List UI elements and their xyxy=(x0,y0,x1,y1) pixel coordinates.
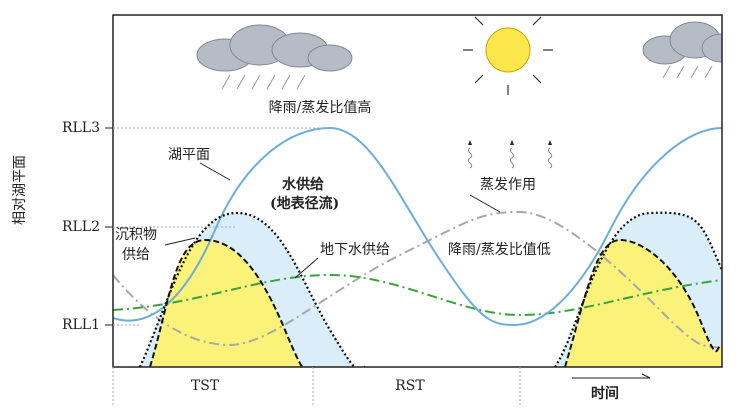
sediment-curve xyxy=(564,238,722,367)
rain-cloud xyxy=(642,21,722,65)
water-supply-curve xyxy=(138,211,365,367)
evaporation-wisps xyxy=(467,147,553,169)
phase-dividers xyxy=(112,367,521,405)
annotation: 降雨/蒸发比值高 xyxy=(269,99,372,116)
sediment-fill xyxy=(150,240,315,367)
frame xyxy=(112,14,723,368)
rain xyxy=(662,65,713,79)
sediment-curve xyxy=(149,238,315,367)
leader xyxy=(199,162,231,181)
rain-cloud xyxy=(196,24,353,72)
level-label: RLL3 xyxy=(62,120,100,136)
annotation: 沉积物 xyxy=(115,227,157,243)
phase-label: RST xyxy=(395,378,425,394)
phase-label: TST xyxy=(191,378,220,394)
sediment-fill xyxy=(565,240,722,367)
annotation: 湖平面 xyxy=(168,147,210,163)
annotation: 蒸发作用 xyxy=(480,177,536,193)
evaporation-curve xyxy=(113,210,722,349)
groundwater-curve xyxy=(113,273,722,317)
annotation: 供给 xyxy=(122,247,150,263)
annotation: (地表径流) xyxy=(270,195,339,212)
annotation: 水供给 xyxy=(282,176,324,193)
time-arrow xyxy=(572,373,651,379)
time-label: 时间 xyxy=(591,385,619,402)
level-label: RLL2 xyxy=(62,219,100,235)
curves xyxy=(113,15,722,367)
annotation: 降雨/蒸发比值低 xyxy=(448,242,551,258)
leader xyxy=(164,237,196,246)
level-label: RLL1 xyxy=(62,317,100,333)
wisp-tips xyxy=(468,140,552,145)
level-guides xyxy=(113,127,330,326)
rain xyxy=(221,74,306,90)
annotation: 地下水供给 xyxy=(320,242,390,258)
sun xyxy=(463,15,553,95)
leader xyxy=(469,194,501,213)
level-ticks xyxy=(105,127,113,326)
axis-label: 相对湖平面 xyxy=(12,155,28,225)
lake-level-curve xyxy=(113,126,722,327)
leader xyxy=(294,257,319,279)
